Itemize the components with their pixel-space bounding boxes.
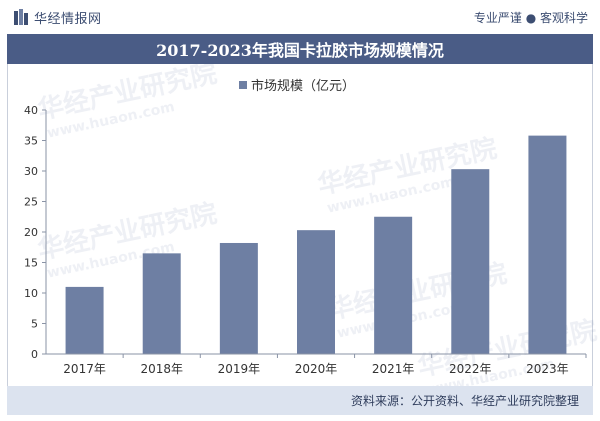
y-axis: 0 5 10 15 20 25 30 35 40	[24, 104, 47, 361]
brand-name: 华经情报网	[34, 11, 102, 27]
source-text: 资料来源：公开资料、华经产业研究院整理	[350, 394, 579, 408]
x-tick-label: 2019年	[218, 362, 261, 376]
x-tick-label: 2021年	[372, 362, 415, 376]
y-tick-label: 5	[31, 318, 38, 331]
y-tick-label: 35	[24, 135, 38, 148]
y-tick-label: 0	[31, 348, 38, 361]
bar	[65, 286, 104, 354]
y-tick-label: 10	[24, 287, 38, 300]
bar	[451, 169, 490, 354]
chart-title: 2017-2023年我国卡拉胶市场规模情况	[156, 41, 444, 60]
legend-label: 市场规模（亿元）	[251, 78, 355, 94]
brand-logo-icon	[14, 9, 28, 25]
legend: 市场规模（亿元）	[239, 78, 355, 94]
top-bar: 华经情报网 专业严谨 ● 客观科学	[0, 0, 600, 34]
y-tick-label: 40	[24, 104, 38, 117]
x-tick-label: 2018年	[140, 362, 183, 376]
bar	[142, 253, 181, 354]
slogan: 专业严谨 ● 客观科学	[473, 10, 588, 25]
bar-chart: 华经产业研究院www.huaon.com华经产业研究院www.huaon.com…	[24, 64, 599, 386]
bar	[528, 135, 567, 354]
chart-title-bar: 2017-2023年我国卡拉胶市场规模情况	[7, 34, 593, 64]
y-tick-label: 30	[24, 165, 38, 178]
bar	[219, 242, 258, 354]
y-tick-label: 15	[24, 257, 38, 270]
bars	[65, 135, 567, 354]
x-axis: 2017年 2018年 2019年 2020年 2021年 2022年 2023年	[46, 353, 587, 376]
brand: 华经情报网	[14, 8, 102, 27]
bar	[374, 216, 413, 354]
x-tick-label: 2017年	[63, 362, 106, 376]
legend-swatch	[239, 81, 247, 89]
x-tick-label: 2023年	[526, 362, 569, 376]
x-tick-label: 2020年	[295, 362, 338, 376]
y-tick-label: 20	[24, 226, 38, 239]
x-tick-label: 2022年	[449, 362, 492, 376]
source-footer: 资料来源：公开资料、华经产业研究院整理	[7, 386, 593, 415]
bar	[297, 230, 335, 354]
y-tick-label: 25	[24, 196, 38, 209]
